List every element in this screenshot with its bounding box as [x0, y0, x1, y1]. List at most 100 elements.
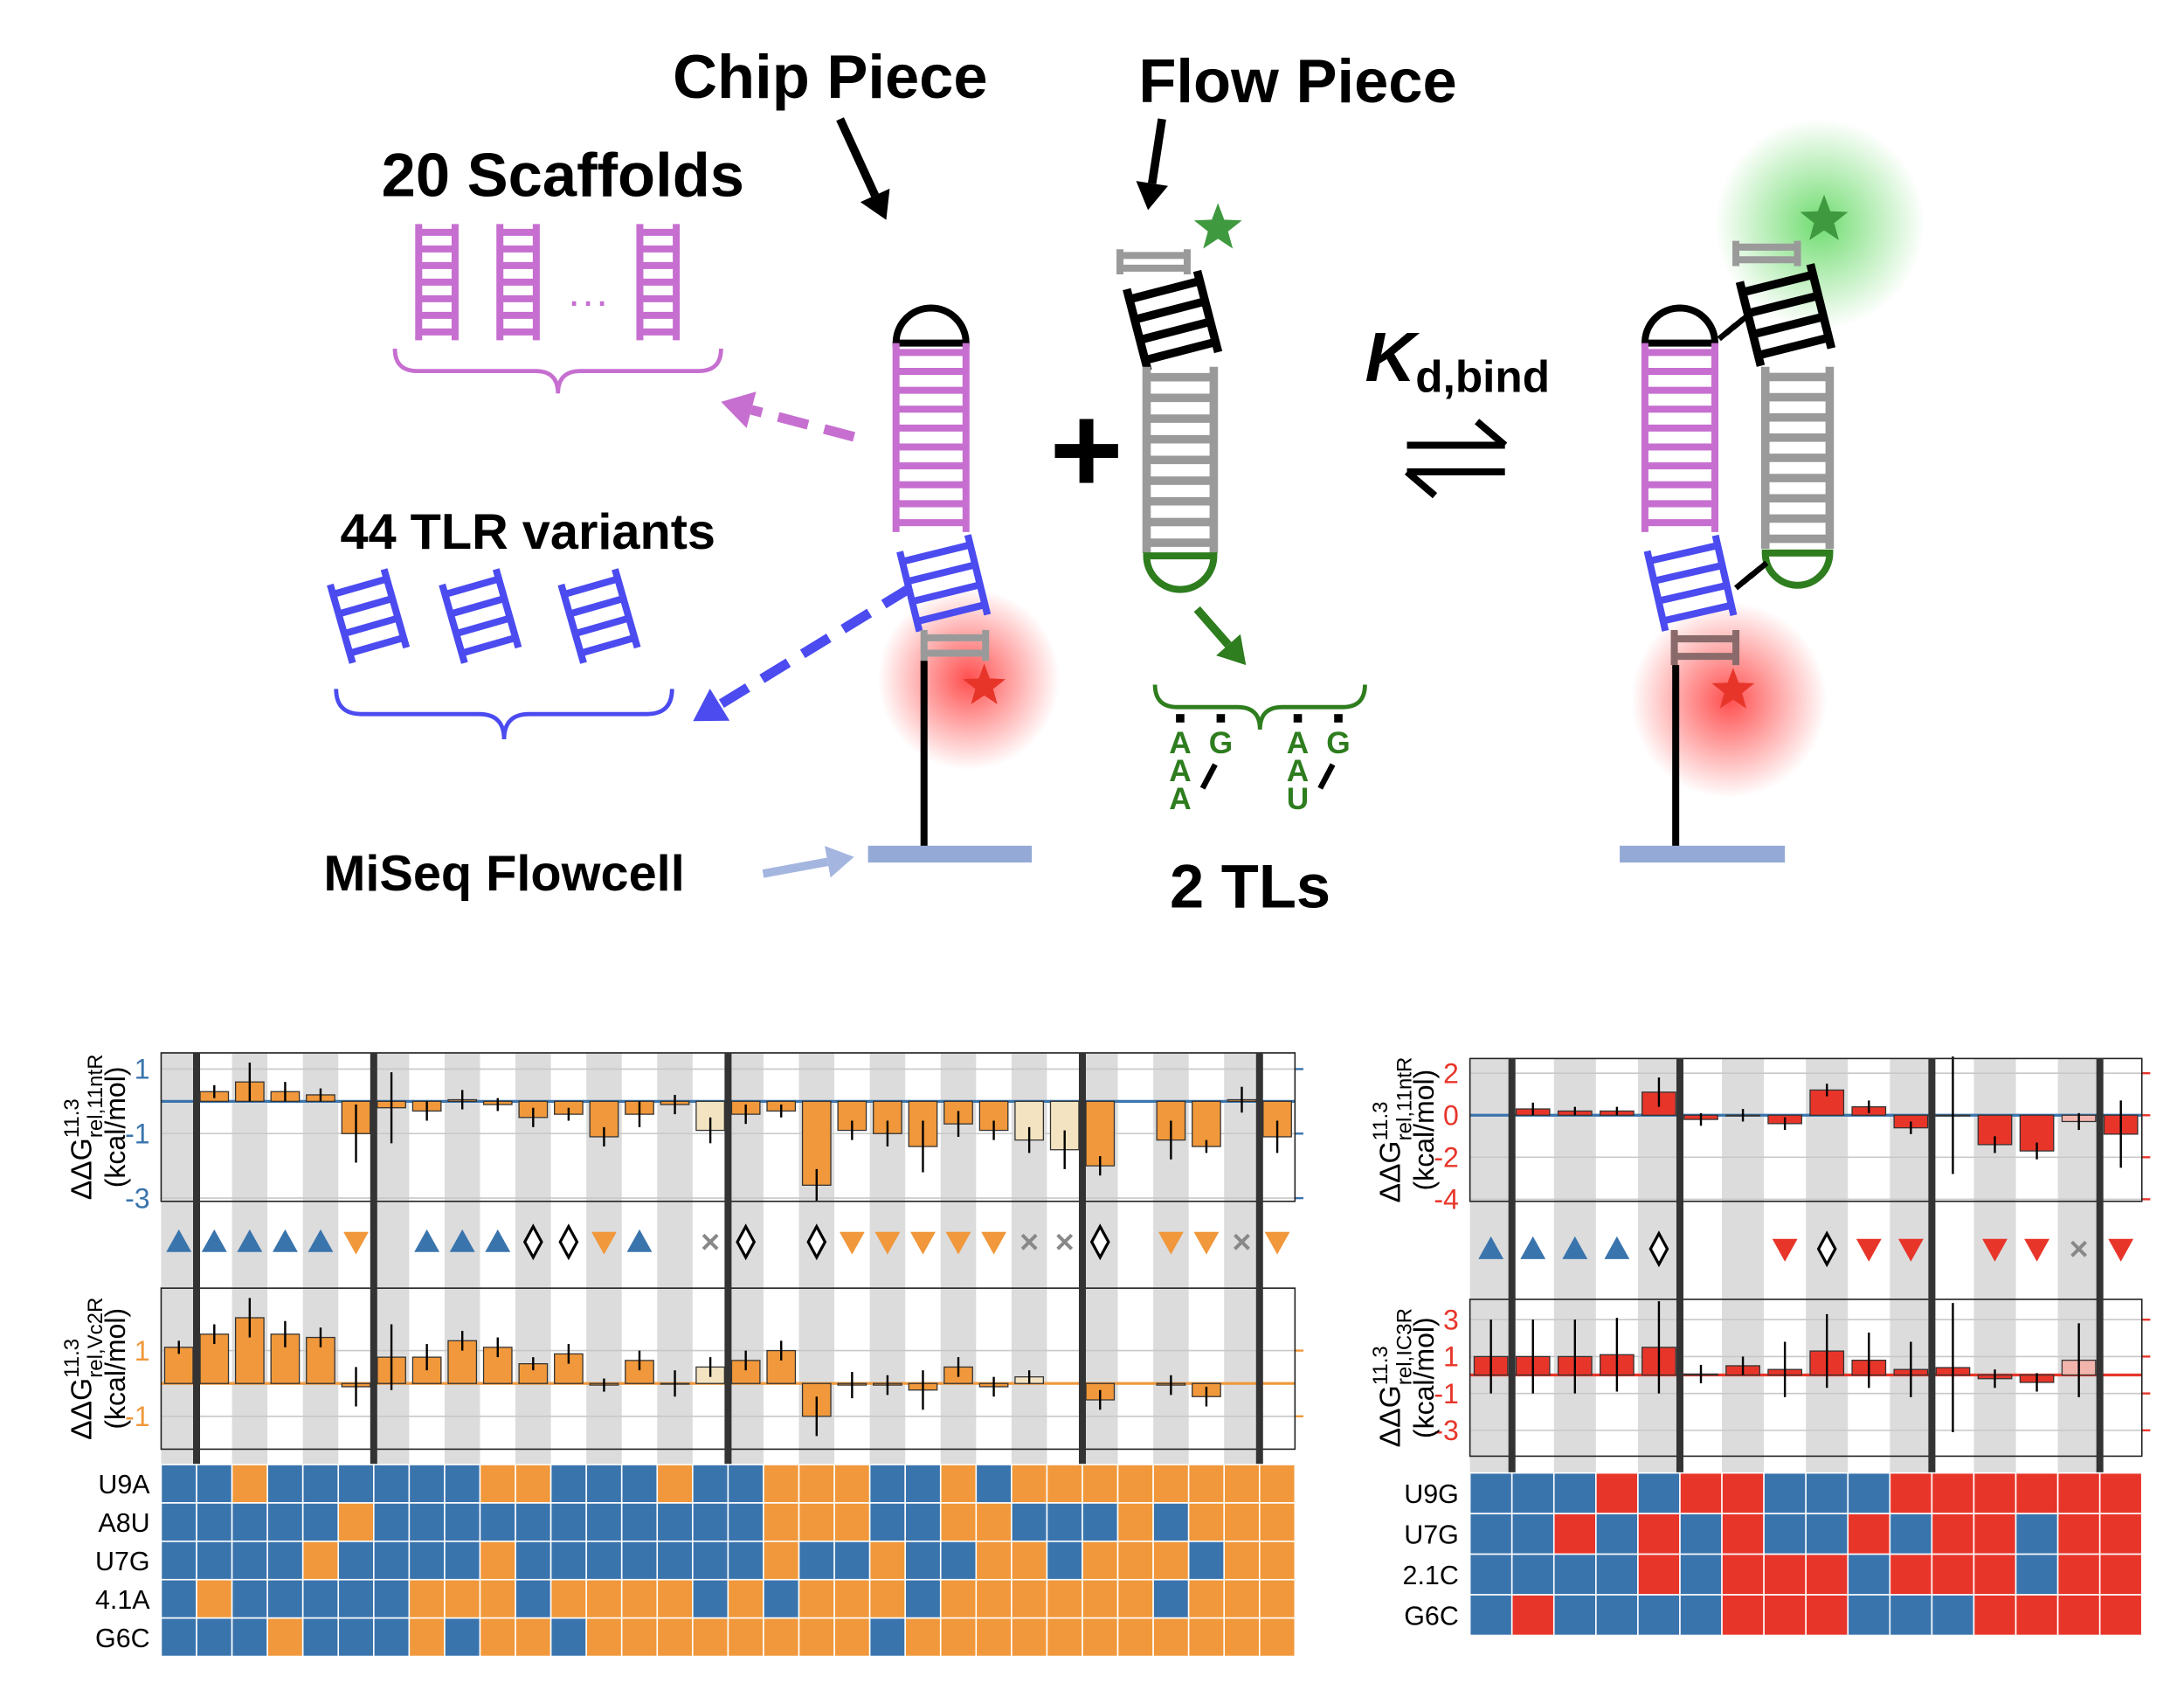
- heatmap-cell: [620, 1578, 659, 1619]
- marker-up: [1478, 1236, 1504, 1259]
- heatmap-cell: [549, 1617, 587, 1658]
- heatmap-cell: [1116, 1502, 1154, 1542]
- heatmap-cell: [868, 1464, 906, 1504]
- rung: [901, 541, 971, 565]
- heatmap-cell: [2098, 1513, 2143, 1555]
- star: [1800, 194, 1849, 240]
- heatmap-cell: [2056, 1594, 2101, 1637]
- heatmap-cell: [692, 1578, 729, 1619]
- rung: [460, 634, 517, 657]
- y-label-main: ΔΔG: [1375, 1140, 1407, 1202]
- flowcell: [1620, 845, 1786, 863]
- heatmap-cell: [2015, 1472, 2059, 1514]
- line: [1317, 763, 1336, 790]
- heatmap-cell: [939, 1464, 978, 1504]
- heatmap-cell: [444, 1502, 481, 1542]
- dot: [1334, 714, 1343, 723]
- heatmap-cell: [904, 1617, 942, 1658]
- y-tick-label: -4: [1434, 1184, 1458, 1216]
- marker-up: [626, 1229, 653, 1252]
- y-tick-label: 1: [135, 1335, 150, 1367]
- heatmap-cell: [337, 1502, 375, 1542]
- y-axis-unit: (kcal/mol): [100, 1308, 131, 1430]
- marker-down: [1982, 1238, 2008, 1262]
- heatmap-cell: [1637, 1472, 1681, 1514]
- marker-up: [237, 1229, 263, 1252]
- heatmap-cell: [868, 1578, 906, 1619]
- heatmap-cell: [1258, 1617, 1296, 1658]
- heatmap-cell: [763, 1502, 800, 1542]
- arrow-head: [693, 689, 730, 722]
- star: [1711, 668, 1755, 709]
- heatmap-cell: [656, 1502, 694, 1542]
- marker-diamond: [558, 1223, 579, 1261]
- heatmap-cell: [763, 1541, 800, 1581]
- heatmap-cell: [833, 1578, 871, 1619]
- heatmap-cell: [798, 1617, 835, 1658]
- heatmap-cell: [1931, 1594, 1975, 1637]
- marker-diamond: [736, 1223, 757, 1261]
- marker-down: [1856, 1238, 1882, 1262]
- line: [1731, 311, 1752, 330]
- heatmap-cell: [1847, 1553, 1891, 1596]
- rung: [449, 595, 506, 618]
- marker-up: [201, 1229, 227, 1252]
- heatmap-cell: [231, 1617, 268, 1658]
- y-axis-label: ΔΔG11.3rel,11ntR: [60, 1054, 107, 1200]
- heatmap-cell: [479, 1617, 516, 1658]
- heatmap-cell: [301, 1464, 340, 1504]
- heatmap-cell: [1258, 1502, 1296, 1542]
- heatmap-row-label: U9G: [1404, 1479, 1459, 1509]
- marker-down: [1193, 1231, 1220, 1255]
- heatmap-cell: [160, 1617, 197, 1658]
- dot: [1176, 714, 1185, 723]
- y-label-sup: 11.3: [60, 1339, 84, 1378]
- heatmap-cell: [656, 1617, 694, 1658]
- heatmap-cell: [763, 1578, 800, 1619]
- marker-up: [1520, 1236, 1546, 1259]
- heatmap-cell: [1187, 1578, 1226, 1619]
- marker-up: [1562, 1236, 1588, 1259]
- y-tick-label: 3: [1443, 1304, 1459, 1335]
- heatmap-cell: [1847, 1513, 1891, 1555]
- flowcell: [867, 845, 1033, 863]
- heatmap-cell: [1223, 1541, 1261, 1581]
- heatmap-cell: [266, 1464, 304, 1504]
- y-label-sub: rel,11ntR: [84, 1054, 107, 1138]
- rung: [1128, 276, 1201, 304]
- marker-down: [981, 1231, 1007, 1255]
- heatmap-cell: [1011, 1617, 1048, 1658]
- heatmap-row-label: 4.1A: [95, 1585, 150, 1615]
- marker-x: [1234, 1233, 1250, 1250]
- marker-down: [1158, 1231, 1184, 1255]
- heatmap-cell: [833, 1502, 871, 1542]
- heatmap-cell: [1116, 1541, 1154, 1581]
- rung: [1144, 337, 1217, 364]
- heatmap-cell: [549, 1541, 587, 1581]
- heatmap-row-label: G6C: [1404, 1602, 1459, 1631]
- chart-frame: [1469, 1299, 2143, 1458]
- heatmap-cell: [231, 1578, 268, 1619]
- line: [836, 117, 880, 197]
- y-tick-label: -3: [125, 1182, 149, 1214]
- brace: [1152, 684, 1367, 730]
- heatmap-cell: [1082, 1578, 1119, 1619]
- heatmap-cell: [1637, 1594, 1681, 1637]
- marker-diamond: [1089, 1223, 1110, 1261]
- rung: [1741, 270, 1814, 297]
- heatmap-cell: [939, 1578, 978, 1619]
- marker-x: [2070, 1240, 2088, 1257]
- y-tick-label: 1: [135, 1054, 150, 1085]
- rung: [1662, 601, 1732, 625]
- kd-main: K: [1365, 317, 1420, 396]
- heatmap-cell: [620, 1617, 659, 1658]
- y-label-sub: rel,Vc2R: [84, 1298, 107, 1378]
- marker-down: [945, 1231, 971, 1255]
- heatmap-cell: [656, 1578, 694, 1619]
- tls-label: 2 TLs: [1170, 851, 1330, 920]
- brace: [392, 348, 723, 394]
- heatmap-cell: [1679, 1553, 1723, 1596]
- heatmap-cell: [549, 1578, 587, 1619]
- stripe: [657, 1052, 693, 1465]
- rung: [1757, 333, 1830, 360]
